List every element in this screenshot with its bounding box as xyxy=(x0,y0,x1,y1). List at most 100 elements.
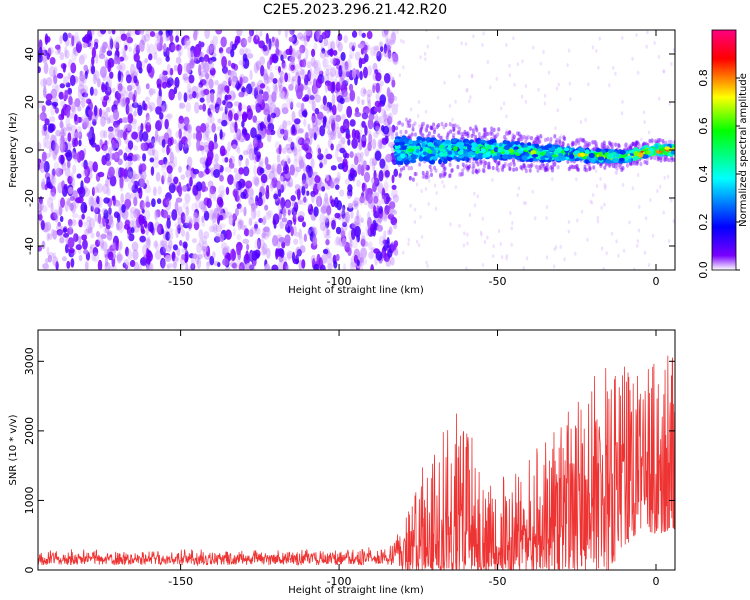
heatmap-cell xyxy=(545,204,549,209)
heatmap-cell xyxy=(270,104,277,113)
heatmap-cell xyxy=(287,182,293,188)
heatmap-cell xyxy=(116,64,123,71)
heatmap-cell xyxy=(257,141,264,149)
heatmap-cell xyxy=(464,41,468,46)
heatmap-cell xyxy=(376,224,384,232)
heatmap-cell xyxy=(113,211,120,219)
heatmap-cell xyxy=(231,144,238,150)
heatmap-cell xyxy=(462,243,466,248)
heatmap-cell xyxy=(146,63,152,74)
heatmap-cell xyxy=(57,221,62,227)
heatmap-cell xyxy=(512,36,515,41)
heatmap-cell xyxy=(122,96,129,106)
heatmap-cell xyxy=(307,93,315,105)
heatmap-cell xyxy=(62,127,67,137)
heatmap-cell xyxy=(90,64,96,75)
heatmap-cell xyxy=(315,77,322,89)
heatmap-cell xyxy=(99,107,103,117)
heatmap-cell xyxy=(380,194,387,205)
heatmap-cell xyxy=(555,137,559,143)
heatmap-cell xyxy=(42,137,47,149)
heatmap-cell xyxy=(188,265,196,270)
heatmap-cell xyxy=(233,167,238,174)
heatmap-cell xyxy=(353,197,360,207)
heatmap-cell xyxy=(545,216,548,221)
heatmap-cell xyxy=(415,182,419,187)
heatmap-cell xyxy=(67,237,75,249)
heatmap-cell xyxy=(50,174,57,187)
heatmap-cell xyxy=(238,133,245,143)
heatmap-cell xyxy=(73,138,79,147)
heatmap-cell xyxy=(294,63,299,71)
heatmap-cell xyxy=(270,167,275,174)
heatmap-cell xyxy=(214,133,218,144)
heatmap-cell xyxy=(248,263,256,270)
heatmap-cell xyxy=(321,203,328,214)
heatmap-cell xyxy=(281,62,288,71)
heatmap-cell xyxy=(316,30,321,36)
heatmap-cell xyxy=(301,259,306,269)
heatmap-cell xyxy=(40,219,45,231)
heatmap-cell xyxy=(663,157,667,162)
heatmap-cell xyxy=(329,48,334,57)
heatmap-cell xyxy=(98,50,103,56)
heatmap-cell xyxy=(47,46,54,56)
heatmap-cell xyxy=(352,200,359,207)
heatmap-cell xyxy=(278,236,286,243)
heatmap-cell xyxy=(508,166,512,171)
heatmap-cell xyxy=(393,168,399,178)
heatmap-cell xyxy=(323,216,329,224)
heatmap-cell xyxy=(433,165,437,171)
heatmap-cell xyxy=(280,175,284,182)
heatmap-cell xyxy=(367,141,372,152)
heatmap-cell xyxy=(192,132,197,140)
heatmap-cell xyxy=(349,223,357,230)
heatmap-cell xyxy=(385,258,392,267)
heatmap-cell xyxy=(281,107,289,115)
heatmap-cell xyxy=(286,252,292,261)
heatmap-cell xyxy=(169,232,173,240)
heatmap-cell xyxy=(513,82,516,87)
heatmap-cell xyxy=(247,35,252,43)
heatmap-cell xyxy=(165,49,170,55)
heatmap-cell xyxy=(253,87,259,100)
heatmap-cell xyxy=(169,67,174,76)
heatmap-cell xyxy=(375,93,380,101)
heatmap-cell xyxy=(43,123,47,132)
heatmap-cell xyxy=(424,187,428,192)
heatmap-cell xyxy=(65,123,73,131)
heatmap-cell xyxy=(277,247,284,257)
heatmap-cell xyxy=(107,207,112,214)
heatmap-cell xyxy=(79,74,86,82)
heatmap-cell xyxy=(141,60,146,68)
heatmap-cell xyxy=(569,97,572,102)
heatmap-cell xyxy=(297,211,305,219)
heatmap-cell xyxy=(492,254,495,259)
heatmap-cell xyxy=(145,96,150,102)
heatmap-cell xyxy=(354,111,362,118)
heatmap-cell xyxy=(621,35,624,40)
heatmap-cell xyxy=(180,174,186,181)
heatmap-cell xyxy=(111,87,116,93)
heatmap-cell xyxy=(115,100,121,106)
heatmap-cell xyxy=(60,100,66,107)
heatmap-cell xyxy=(391,174,395,184)
heatmap-cell xyxy=(67,32,72,39)
heatmap-cell xyxy=(266,132,272,143)
heatmap-cell xyxy=(360,47,364,55)
heatmap-cell xyxy=(106,75,110,84)
heatmap-cell xyxy=(505,254,509,259)
heatmap-cell xyxy=(166,165,173,174)
heatmap-cell xyxy=(299,159,305,169)
heatmap-cell xyxy=(336,171,341,182)
heatmap-cell xyxy=(236,110,243,117)
heatmap-cell xyxy=(158,159,165,166)
heatmap-cell xyxy=(508,130,512,135)
heatmap-cell xyxy=(635,161,639,166)
heatmap-cell xyxy=(643,120,646,125)
heatmap-cell xyxy=(90,197,96,207)
heatmap-cell xyxy=(576,138,580,144)
heatmap-cell xyxy=(293,238,299,245)
heatmap-cell xyxy=(203,210,210,221)
heatmap-cell xyxy=(124,44,128,51)
